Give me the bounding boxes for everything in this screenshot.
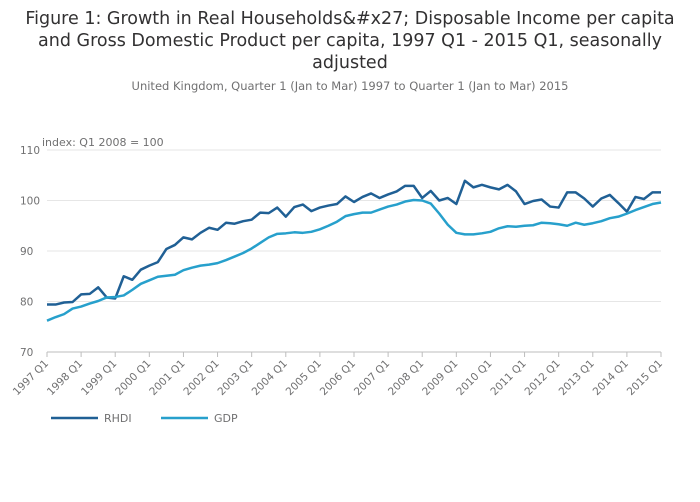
x-tick-label: 2010 Q1 bbox=[454, 358, 494, 398]
y-tick-label: 100 bbox=[20, 196, 40, 208]
x-tick-label: 2007 Q1 bbox=[352, 358, 392, 398]
y-axis: 70 80 90 100 110 bbox=[20, 145, 40, 359]
chart-title: Figure 1: Growth in Real Households&#x27… bbox=[25, 9, 675, 73]
legend[interactable]: RHDI GDP bbox=[51, 412, 238, 425]
x-tick-label: 2005 Q1 bbox=[284, 358, 324, 398]
x-tick-label: 2000 Q1 bbox=[113, 358, 153, 398]
x-tick-label: 2013 Q1 bbox=[557, 358, 597, 398]
x-tick-label: 2003 Q1 bbox=[215, 358, 255, 398]
y-tick-label: 80 bbox=[20, 297, 33, 309]
series-lines bbox=[46, 179, 662, 322]
series-line-rhdi bbox=[47, 179, 661, 306]
x-tick-label: 1998 Q1 bbox=[45, 358, 85, 398]
x-tick-label: 2011 Q1 bbox=[488, 358, 528, 398]
x-tick-label: 2001 Q1 bbox=[147, 358, 187, 398]
x-tick-label: 2008 Q1 bbox=[386, 358, 426, 398]
x-tick-label: 2006 Q1 bbox=[318, 358, 358, 398]
x-tick-label: 2004 Q1 bbox=[250, 358, 290, 398]
x-tick-label: 2009 Q1 bbox=[420, 358, 460, 398]
legend-item-gdp[interactable]: GDP bbox=[161, 412, 238, 425]
x-tick-label: 2002 Q1 bbox=[181, 358, 221, 398]
chart-subtitle: United Kingdom, Quarter 1 (Jan to Mar) 1… bbox=[131, 79, 569, 93]
gridlines bbox=[47, 149, 661, 353]
y-tick-label: 110 bbox=[20, 145, 40, 157]
series-line-gdp bbox=[46, 198, 662, 322]
x-tick-label: 2015 Q1 bbox=[625, 358, 665, 398]
x-tick-label: 1997 Q1 bbox=[11, 358, 51, 398]
x-tick-label: 2014 Q1 bbox=[591, 358, 631, 398]
legend-label: RHDI bbox=[104, 412, 132, 425]
y-tick-label: 70 bbox=[20, 347, 33, 359]
legend-item-rhdi[interactable]: RHDI bbox=[51, 412, 132, 425]
y-tick-label: 90 bbox=[20, 246, 33, 258]
y-unit-label: index: Q1 2008 = 100 bbox=[42, 136, 164, 149]
legend-label: GDP bbox=[214, 412, 238, 425]
x-tick-label: 1999 Q1 bbox=[79, 358, 119, 398]
x-tick-label: 2012 Q1 bbox=[522, 358, 562, 398]
